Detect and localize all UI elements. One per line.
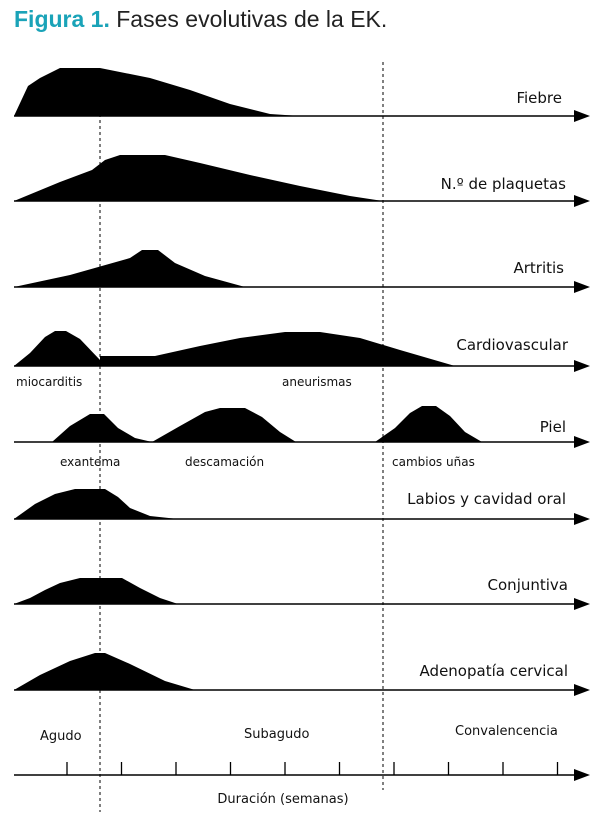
phase-label-agudo: Agudo — [40, 729, 82, 744]
time-axis-ticks — [66, 762, 559, 775]
figure-title: Figura 1. Fases evolutivas de la EK. — [14, 6, 387, 33]
row-fiebre: Fiebre — [14, 68, 590, 122]
conjuntiva-arrow — [574, 598, 590, 610]
phase-label-subagudo: Subagudo — [244, 727, 309, 742]
sublabel-aneurismas: aneurismas — [282, 375, 352, 389]
row-label-piel: Piel — [540, 418, 566, 436]
time-axis-label: Duración (semanas) — [217, 792, 348, 807]
figure-number: Figura 1. — [14, 6, 110, 32]
cambios-unas-curve — [375, 406, 482, 442]
sublabel-miocarditis: miocarditis — [16, 375, 82, 389]
descamacion-curve — [152, 408, 296, 442]
row-conjuntiva: Conjuntiva — [14, 576, 590, 610]
row-label-labios: Labios y cavidad oral — [407, 490, 566, 508]
time-axis-arrow — [574, 769, 590, 781]
plaquetas-curve — [14, 155, 383, 201]
adenopatia-arrow — [574, 684, 590, 696]
sublabel-descamacion: descamación — [185, 455, 264, 469]
row-artritis: Artritis — [14, 250, 590, 293]
sublabel-exantema: exantema — [60, 455, 120, 469]
labios-curve — [14, 489, 178, 519]
row-label-fiebre: Fiebre — [516, 89, 562, 107]
piel-arrow — [574, 436, 590, 448]
row-adenopatia: Adenopatía cervical — [14, 653, 590, 696]
row-label-artritis: Artritis — [513, 259, 564, 277]
row-label-conjuntiva: Conjuntiva — [488, 576, 568, 594]
time-axis: Duración (semanas) — [14, 762, 590, 807]
exantema-curve — [52, 414, 152, 442]
fiebre-arrow — [574, 110, 590, 122]
row-cardiovascular: Cardiovascular miocarditis aneurismas — [14, 331, 590, 389]
row-label-adenopatia: Adenopatía cervical — [420, 662, 568, 680]
fiebre-curve — [14, 68, 300, 116]
sublabel-cambios-unas: cambios uñas — [392, 455, 475, 469]
adenopatia-curve — [14, 653, 195, 690]
cardiovascular-band — [100, 332, 455, 366]
row-label-cardiovascular: Cardiovascular — [456, 336, 568, 354]
phase-label-convalencencia: Convalencencia — [455, 724, 558, 739]
row-piel: Piel exantema descamación cambios uñas — [14, 406, 590, 469]
labios-arrow — [574, 513, 590, 525]
cardiovascular-arrow — [574, 360, 590, 372]
miocarditis-curve — [14, 331, 100, 366]
figure-caption: Fases evolutivas de la EK. — [109, 6, 388, 32]
row-label-plaquetas: N.º de plaquetas — [441, 175, 567, 193]
row-labios: Labios y cavidad oral — [14, 489, 590, 525]
plaquetas-arrow — [574, 195, 590, 207]
conjuntiva-curve — [14, 578, 178, 604]
row-plaquetas: N.º de plaquetas — [14, 155, 590, 207]
artritis-curve — [14, 250, 245, 287]
artritis-arrow — [574, 281, 590, 293]
